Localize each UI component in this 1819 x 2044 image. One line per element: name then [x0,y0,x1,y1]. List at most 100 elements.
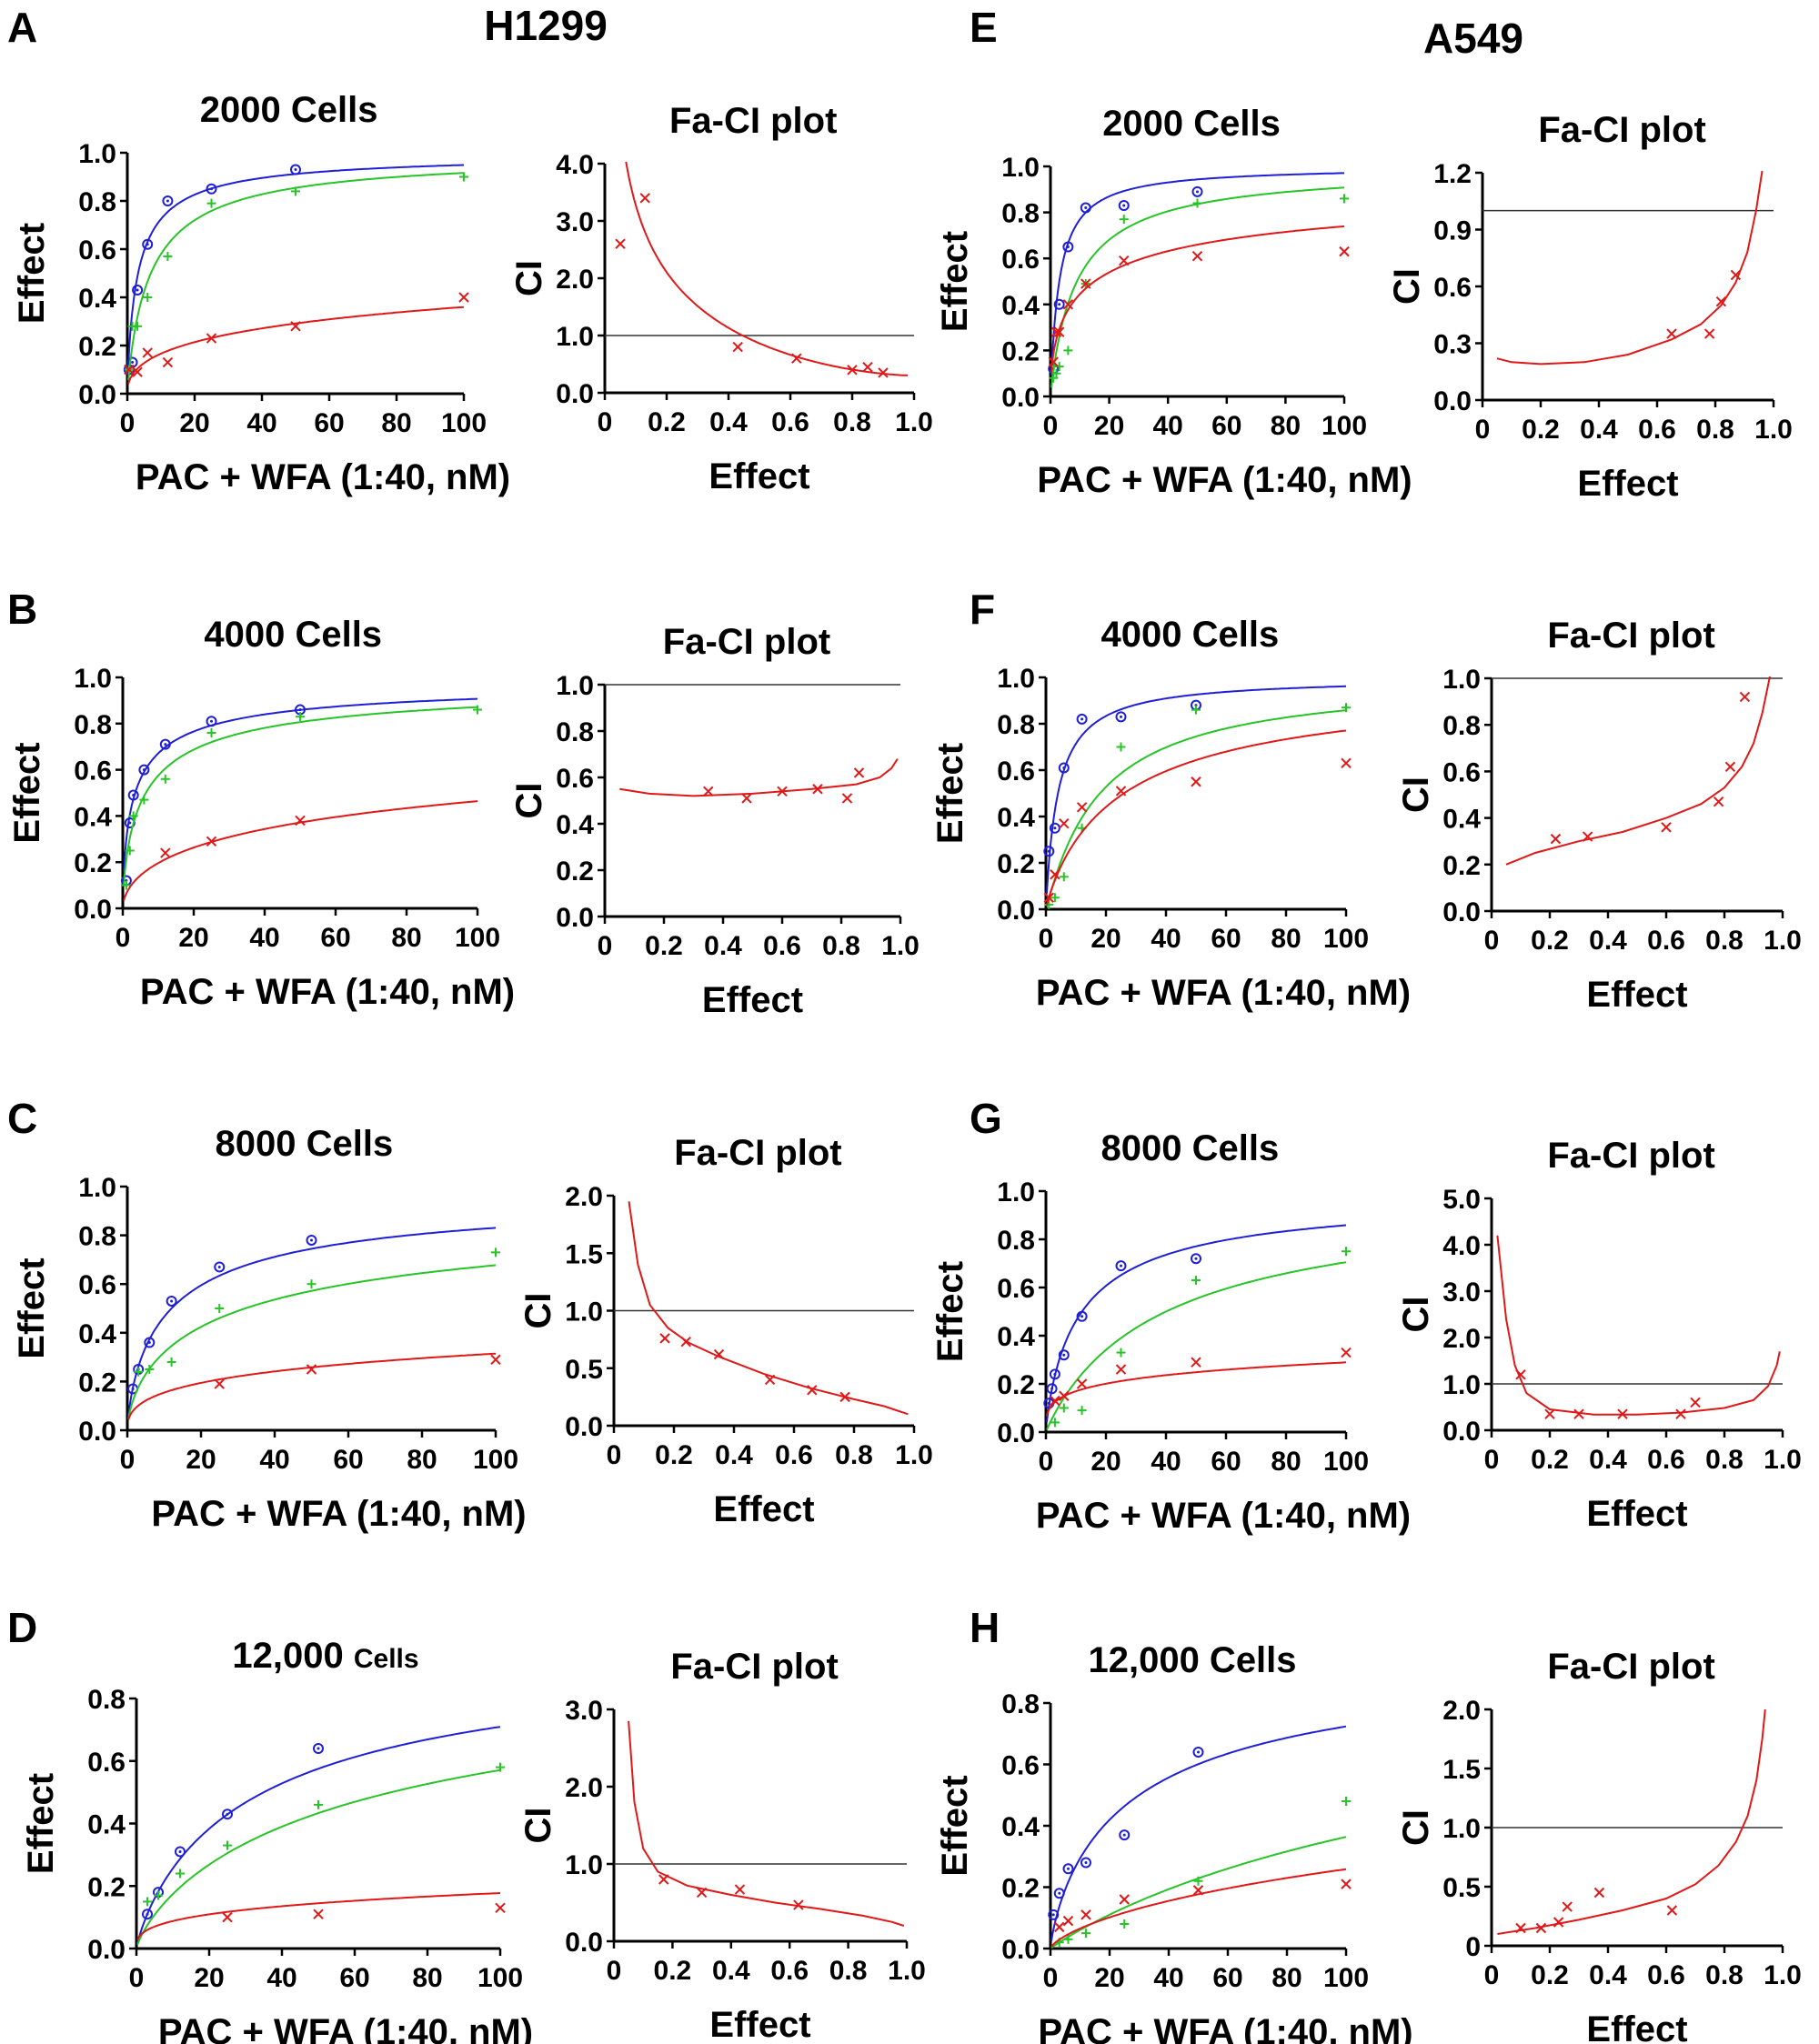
data-point [154,1890,163,1900]
data-point [1058,1349,1070,1361]
y-tick-label: 0.9 [1433,216,1472,246]
data-point [128,811,138,821]
x-tick-label: 0 [116,923,131,953]
x-tick-label: 1.0 [888,1956,926,1986]
data-point [222,1809,233,1820]
data-point [176,1869,185,1879]
y-tick-label: 0.2 [556,857,594,887]
x-tick-label: 0 [1043,411,1059,441]
x-tick-label: 60 [1211,924,1241,954]
data-point [1080,278,1091,289]
fit-curve-series-0 [1496,1235,1781,1416]
data-point [878,367,889,378]
y-tick-label: 1.0 [997,1177,1035,1207]
fit-curve-series-0 [1497,1708,1766,1935]
x-tick-label: 20 [1094,411,1124,441]
chart-b-ci: Fa-CI plot 0.0 0.2 0.4 0.6 0.8 1.0 0 0.2 0.4 0.6 0.… [509,622,920,1020]
y-tick-label: 4.0 [1442,1231,1481,1261]
data-point [127,789,139,801]
x-tick-label: 80 [1271,411,1301,441]
data-point [793,1899,804,1910]
y-tick-label: 0.6 [78,1270,116,1300]
data-point [1081,1929,1090,1939]
y-axis-label: Effect [930,1261,970,1362]
data-point [473,705,482,715]
data-point [658,1874,669,1885]
y-axis-label: Effect [21,1773,61,1874]
x-tick-label: 0.4 [712,1956,750,1986]
fit-curve-series-2 [1050,225,1345,373]
data-point [162,356,174,368]
fit-curve-series-1 [136,1768,501,1945]
y-tick-label: 1.0 [1442,665,1481,695]
y-tick-label: 0.8 [87,1685,126,1715]
cell-line-title-h1299: H1299 [484,2,608,49]
y-tick-label: 0.0 [78,380,116,410]
x-tick-label: 60 [320,923,350,953]
data-point [163,251,173,261]
x-tick-label: 0.8 [1705,926,1744,956]
y-tick-label: 0.8 [997,1226,1035,1256]
data-point [1049,373,1059,383]
data-point [1053,326,1065,337]
data-point [132,285,144,296]
fit-curve-series-0 [136,1726,501,1944]
data-point [1724,761,1736,772]
data-point [143,1897,152,1907]
data-point [741,793,752,804]
data-point [1715,296,1727,307]
x-axis-label: PAC + WFA (1:40, nM) [136,457,510,497]
x-tick-label: 0.4 [709,407,748,437]
y-tick-label: 0.0 [1442,897,1481,927]
y-tick-label: 0.0 [565,1928,603,1958]
data-point [853,767,865,778]
data-point [777,786,788,797]
data-point [1062,1915,1074,1927]
data-point [1573,1408,1584,1419]
data-point [1054,1921,1065,1933]
y-tick-label: 0.3 [1433,330,1472,360]
data-point [134,1367,144,1377]
fit-curve-series-0 [628,1201,909,1416]
data-point [1535,1922,1547,1934]
panel-letter-A: A [7,4,37,51]
x-tick-label: 0 [1484,1445,1500,1475]
cell-line-title-a549: A549 [1423,15,1523,62]
data-point [290,321,301,332]
data-point [1119,215,1129,225]
y-axis-label: Effect [7,742,47,843]
data-point [138,764,150,776]
data-point [1690,1397,1701,1408]
data-point [206,727,216,737]
x-tick-label: 20 [1090,1447,1121,1477]
chart-title: 4000 Cells [1101,615,1280,655]
y-tick-label: 0.4 [78,284,116,314]
x-tick-label: 0 [120,408,136,438]
data-point [1080,202,1091,214]
fit-curve-series-2 [1046,729,1347,906]
x-tick-label: 0.6 [763,931,801,961]
fit-curve-series-1 [1046,709,1347,907]
data-point [1116,1348,1126,1358]
data-point [1713,796,1724,807]
x-tick-label: 80 [1271,1447,1301,1477]
x-tick-label: 60 [1211,411,1241,441]
data-point [1043,846,1055,857]
data-point [1119,256,1130,266]
data-point [145,1365,155,1374]
x-tick-label: 0.4 [715,1440,753,1470]
data-point [1080,1909,1091,1920]
y-axis-label: CI [518,1293,558,1329]
x-tick-label: 80 [1271,1963,1301,1993]
y-tick-label: 1.0 [78,139,116,169]
x-tick-label: 1.0 [1764,1445,1802,1475]
data-point [1617,1408,1628,1419]
x-tick-label: 20 [194,1963,224,1993]
data-point [1046,1383,1058,1395]
y-tick-label: 0.0 [1433,386,1472,416]
chart-title: 2000 Cells [200,90,378,130]
y-tick-label: 2.0 [1442,1696,1481,1726]
data-point [1193,1876,1203,1886]
data-point [1059,1390,1070,1401]
y-tick-label: 0.8 [997,710,1035,740]
